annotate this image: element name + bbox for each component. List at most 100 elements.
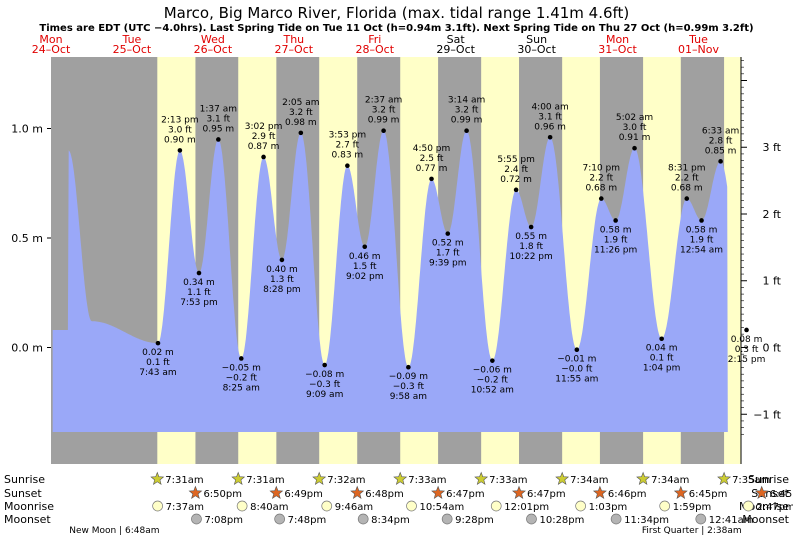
tide-label-time: 10:22 pm [509,252,552,262]
day-name: Tue [122,33,142,46]
astro-time: 6:46pm [608,489,647,500]
astro-time: 8:34pm [371,515,410,526]
tide-label-time: 12:54 am [680,245,723,255]
astro-time: 6:47pm [446,489,485,500]
tide-label-ft: 2.4 ft [504,165,528,175]
tide-label-time: 2:37 am [365,96,402,106]
sunrise-icon [474,471,489,485]
tide-label-m: 0.98 m [285,118,317,128]
chart-subtitle: Times are EDT (UTC −4.0hrs). Last Spring… [39,23,753,34]
tide-label-ft: 1.1 ft [187,288,211,298]
astro-time: 7:33am [489,475,527,486]
astro-time: 7:31am [165,475,203,486]
day-name: Sun [526,33,547,46]
moonset-icon [274,513,286,525]
astro-time: 7:32am [327,475,365,486]
chart-title: Marco, Big Marco River, Florida (max. ti… [164,4,630,22]
tide-label-ft: 0.1 ft [650,354,674,364]
astro-time: 7:08pm [204,515,243,526]
tide-point [345,163,350,169]
day-name: Sat [447,33,466,46]
tide-label-ft: 1.7 ft [436,249,460,259]
tide-label-time: 4:50 pm [413,144,451,154]
tide-label-ft: 1.3 ft [270,275,294,285]
astro-time: 6:48pm [365,489,404,500]
tide-label-ft: 1.9 ft [690,235,714,245]
tide-label-time: 2:15 pm [728,355,766,365]
moonset-icon [695,513,707,525]
day-date: 26–Oct [194,43,233,56]
sunrise-icon [393,471,408,485]
tide-label-ft: 2.7 ft [336,141,360,151]
tide-label-m: 0.52 m [432,239,464,249]
tide-point [598,196,604,201]
astro-time: 7:37am [166,502,204,513]
sunset-icon [431,485,446,499]
tide-label-time: 5:55 pm [497,155,535,165]
tide-label-ft: 3.2 ft [455,106,479,116]
tide-point [659,336,664,342]
tide-point [177,148,183,153]
tide-label-ft: 2.9 ft [252,132,276,142]
astro-row-label-left: Sunset [4,487,42,500]
tide-label-m: 0.40 m [266,265,298,275]
astro-row-label-left: Moonset [4,513,51,526]
tide-label-ft: 1.8 ft [519,242,543,252]
tide-label-time: 5:02 am [616,113,653,123]
moonset-icon [357,513,369,525]
tide-label-m: 0.46 m [349,252,381,262]
tide-label-time: 11:26 pm [594,245,637,255]
sunrise-icon [636,471,651,485]
tide-label-m: 0.90 m [164,135,196,145]
tide-label-ft: 3.2 ft [372,106,396,116]
tide-label-ft: 2.2 ft [675,174,699,184]
astro-time: 6:45pm [770,489,793,500]
moonrise-icon [490,500,502,512]
tide-label-ft: 3.1 ft [206,114,230,124]
tide-label-m: 0.08 m [731,335,763,345]
astro-row-label-right: Moonset [742,513,789,526]
tide-label-m: 0.83 m [332,151,364,161]
moonset-icon [610,513,622,525]
tide-label-ft: −0.0 ft [561,365,593,375]
sunrise-icon [717,471,732,485]
sunset-icon [592,485,607,499]
astro-time: 2:47pm [756,502,793,513]
tide-point [381,128,386,133]
tide-label-ft: −0.2 ft [477,376,509,386]
tide-point [279,257,285,263]
tide-label-ft: −0.2 ft [226,373,258,383]
sunset-icon [269,485,284,499]
tide-label-m: 0.68 m [671,184,703,194]
astro-time: 12:41am [709,515,754,526]
tide-point [490,358,495,363]
astro-time: 1:03pm [589,502,628,513]
astro-time: 9:46am [335,502,373,513]
sunset-icon [188,485,203,499]
moon-phase-label: First Quarter | 2:38am [642,526,742,536]
astro-row-label-left: Moonrise [4,500,54,513]
tide-label-time: 6:33 am [702,126,739,136]
astro-row-label-left: Sunrise [4,473,45,486]
moonrise-icon [152,500,163,512]
sunrise-icon [231,471,246,485]
astro-time: 8:40am [250,502,288,513]
tide-label-m: 0.99 m [368,116,400,126]
y-tick-label-ft: 3 ft [763,141,782,154]
tide-label-m: 0.87 m [248,142,280,152]
sunset-icon [754,485,769,499]
tide-label-ft: 1.5 ft [353,262,377,272]
astro-row-label-right: Sunrise [748,473,789,486]
tide-label-ft: 0.1 ft [146,358,170,368]
tide-point [699,218,704,223]
tide-label-time: 4:00 am [531,102,568,112]
axes: 0.0 m 0.5 m 1.0 m −1 ft 0 ft 1 ft 2 ft 3 ft [11,57,782,464]
day-date: 30–Oct [517,43,556,56]
y-tick-label-m: 0.5 m [11,232,43,245]
astro-time: 1:59pm [673,502,712,513]
moonrise-icon [743,500,754,512]
astro-time: 7:33am [408,475,446,486]
y-tick-label-ft: 2 ft [763,208,782,221]
astro-time: 7:34am [651,475,689,486]
